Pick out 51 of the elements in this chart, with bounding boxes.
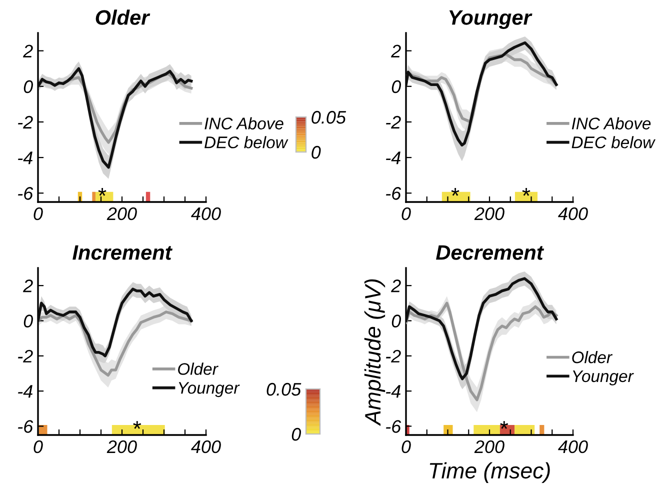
- legend-label: INC Above: [204, 117, 284, 130]
- chart-title: Increment: [72, 245, 172, 260]
- line-series: [406, 41, 558, 146]
- y-tick-label: 0: [392, 314, 401, 328]
- y-tick-label: 2: [22, 44, 33, 58]
- color-bar-label: 0.05: [312, 110, 346, 124]
- color-bar-label: 0: [292, 428, 301, 441]
- y-tick-label: 2: [390, 44, 401, 58]
- x-tick-label: 200: [474, 207, 504, 220]
- chart-title: Younger: [449, 10, 532, 29]
- x-tick-label: 200: [106, 207, 137, 220]
- x-tick-label: 400: [558, 440, 588, 454]
- y-tick-label: -4: [18, 385, 32, 398]
- x-tick-label: 400: [191, 440, 221, 454]
- y-tick-label: -2: [18, 116, 33, 128]
- legend-label: Older: [572, 350, 613, 364]
- y-tick-label: -2: [18, 350, 33, 362]
- chart-title: Older: [96, 10, 150, 25]
- x-axis-title: Time (msec): [430, 462, 550, 483]
- y-tick-label: -2: [386, 350, 401, 362]
- legend-label: INC Above: [572, 117, 651, 130]
- y-tick-label: -6: [18, 420, 34, 433]
- x-tick-label: 0: [402, 440, 411, 454]
- legend-label: DEC below: [572, 136, 656, 148]
- y-tick-label: 0: [24, 80, 33, 94]
- y-tick-label: -2: [386, 116, 401, 128]
- y-tick-label: -6: [386, 187, 402, 200]
- y-tick-label: -4: [386, 385, 400, 398]
- x-tick-label: 200: [106, 440, 137, 454]
- x-tick-label: 0: [34, 207, 43, 220]
- legend-label: Older: [178, 362, 218, 375]
- color-bar-label: 0: [312, 146, 321, 159]
- x-tick-label: 0: [34, 440, 43, 454]
- y-tick-label: 2: [390, 280, 401, 292]
- y-axis-title: Amplitude (μV): [364, 279, 386, 426]
- x-tick-label: 400: [558, 207, 588, 220]
- y-tick-label: -6: [18, 187, 34, 200]
- y-tick-label: -4: [386, 152, 400, 164]
- x-tick-label: 200: [474, 440, 504, 454]
- y-tick-label: -6: [386, 420, 402, 433]
- y-tick-label: 0: [24, 314, 33, 328]
- chart-title: Decrement: [436, 245, 544, 260]
- legend-label: DEC below: [204, 136, 288, 148]
- x-tick-label: 400: [191, 207, 221, 220]
- color-bar-label: 0.05: [266, 382, 302, 396]
- y-tick-label: 2: [22, 280, 33, 292]
- y-tick-label: 0: [392, 80, 401, 94]
- legend-label: Younger: [572, 370, 634, 386]
- y-tick-label: -4: [18, 152, 32, 164]
- x-tick-label: 0: [402, 207, 411, 220]
- legend-label: Younger: [178, 382, 240, 398]
